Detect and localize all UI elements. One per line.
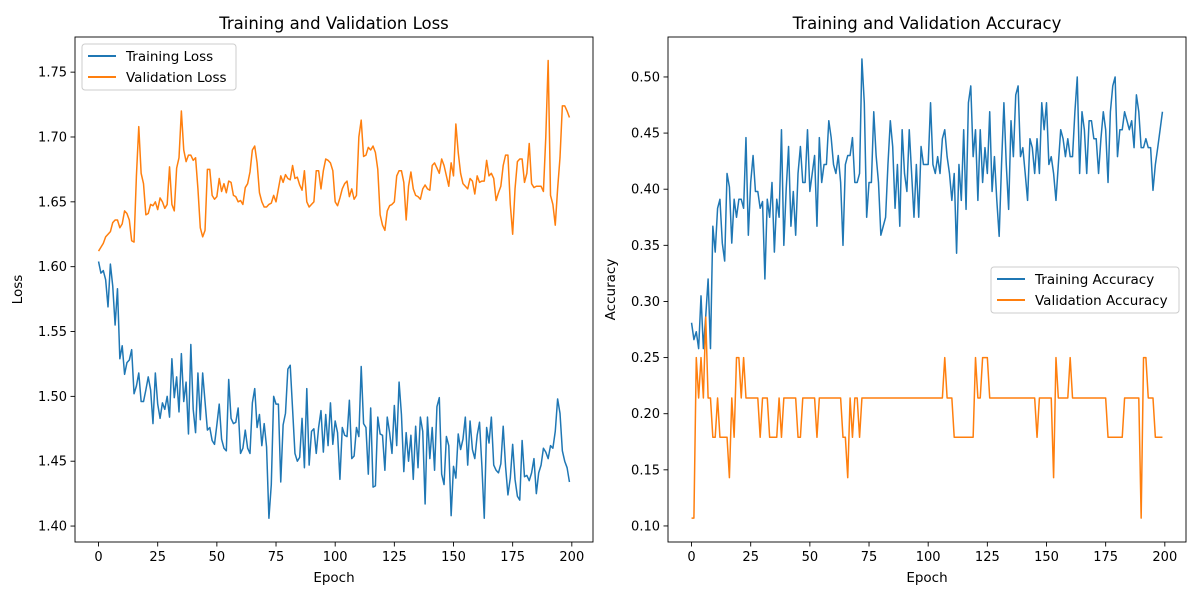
x-tick-label: 150 [1034, 550, 1059, 565]
x-tick-label: 75 [861, 550, 878, 565]
x-tick-label: 175 [1093, 550, 1118, 565]
y-tick-label: 1.75 [38, 66, 67, 81]
y-axis-label: Loss [10, 275, 26, 305]
legend: Training Loss Validation Loss [81, 43, 237, 91]
series-line-training-loss [97, 261, 571, 520]
x-tick-label: 100 [323, 550, 348, 565]
x-tick-label: 125 [382, 550, 407, 565]
y-tick-label: 0.40 [631, 183, 660, 198]
chart-title: Training and Validation Accuracy [792, 14, 1062, 33]
x-axis-label: Epoch [906, 570, 947, 586]
x-tick-label: 50 [802, 550, 819, 565]
y-tick-label: 0.15 [631, 463, 660, 478]
x-tick-label: 125 [975, 550, 1000, 565]
y-tick-label: 0.30 [631, 295, 660, 310]
y-tick-label: 1.50 [38, 390, 67, 405]
legend-box [990, 266, 1180, 314]
x-tick-label: 25 [149, 550, 166, 565]
y-tick-label: 1.45 [38, 455, 67, 470]
x-axis-label: Epoch [313, 570, 354, 586]
y-tick-label: 0.45 [631, 127, 660, 142]
legend-label: Training Loss [125, 49, 213, 65]
y-axis-label: Accuracy [603, 259, 619, 321]
series-line-validation-loss [97, 59, 571, 252]
y-tick-label: 0.25 [631, 351, 660, 366]
legend-label: Validation Loss [126, 70, 227, 86]
y-tick-label: 1.65 [38, 195, 67, 210]
chart-title: Training and Validation Loss [218, 14, 449, 33]
x-tick-label: 0 [94, 550, 102, 565]
accuracy-subplot: 0 25 50 75 100 125 150 175 200 0.10 0.15 0.20 0.25 0.… [603, 14, 1187, 586]
y-tick-label: 1.70 [38, 130, 67, 145]
legend-label: Validation Accuracy [1035, 293, 1168, 309]
legend-label: Training Accuracy [1034, 272, 1154, 288]
x-tick-label: 175 [500, 550, 525, 565]
y-tick-label: 1.40 [38, 520, 67, 535]
y-tick-label: 0.20 [631, 407, 660, 422]
x-tick-label: 100 [916, 550, 941, 565]
series-line-training-accuracy [690, 58, 1164, 350]
legend-box [81, 43, 237, 91]
x-tick-label: 25 [742, 550, 759, 565]
axes-frame [74, 36, 594, 543]
y-tick-label: 0.50 [631, 70, 660, 85]
x-tick-label: 75 [268, 550, 285, 565]
legend: Training Accuracy Validation Accuracy [990, 266, 1180, 314]
loss-subplot: 0 25 50 75 100 125 150 175 200 1.40 1.45 1.50 1.55 1.… [10, 14, 594, 586]
y-tick-label: 0.35 [631, 239, 660, 254]
x-tick-label: 200 [1152, 550, 1177, 565]
y-tick-label: 1.55 [38, 325, 67, 340]
x-tick-label: 150 [441, 550, 466, 565]
y-tick-label: 1.60 [38, 260, 67, 275]
y-tick-label: 0.10 [631, 519, 660, 534]
x-tick-label: 200 [559, 550, 584, 565]
x-tick-label: 0 [687, 550, 695, 565]
x-tick-label: 50 [209, 550, 226, 565]
series-line-validation-accuracy [691, 316, 1163, 519]
axes-frame [667, 36, 1187, 543]
